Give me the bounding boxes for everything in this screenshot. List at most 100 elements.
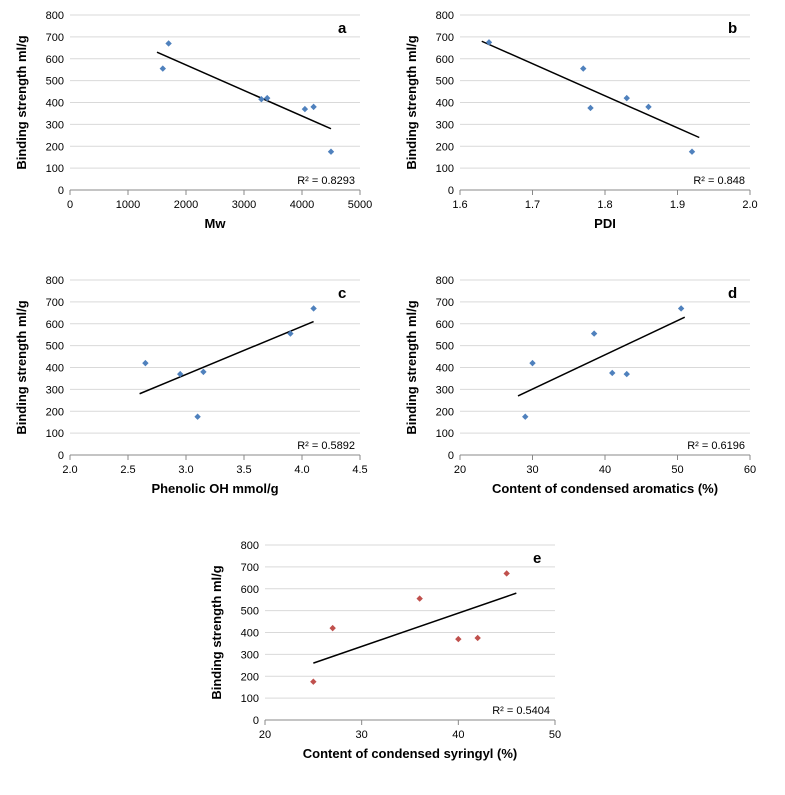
svg-text:600: 600 [46,319,64,331]
svg-text:500: 500 [436,341,454,353]
svg-text:400: 400 [436,98,454,110]
data-point [329,625,335,631]
svg-text:800: 800 [46,10,64,22]
data-point [142,360,148,366]
svg-text:100: 100 [241,693,259,705]
data-point [678,305,684,311]
r2-label: R² = 0.5404 [492,705,550,717]
svg-text:300: 300 [241,649,259,661]
svg-text:100: 100 [436,163,454,175]
svg-text:700: 700 [436,297,454,309]
y-axis-label: Binding strength ml/g [404,300,419,434]
y-axis-label: Binding strength ml/g [404,35,419,169]
panel-label: a [338,20,347,37]
svg-text:700: 700 [46,297,64,309]
svg-text:200: 200 [46,406,64,418]
svg-text:700: 700 [46,32,64,44]
svg-text:800: 800 [46,275,64,287]
x-axis-label: Content of condensed aromatics (%) [492,481,718,496]
data-point [486,39,492,45]
svg-text:300: 300 [436,384,454,396]
trendline [518,317,685,396]
svg-text:300: 300 [436,119,454,131]
data-point [200,369,206,375]
data-point [529,360,535,366]
chart-c: 01002003004005006007008002.02.53.03.54.0… [10,265,380,515]
svg-text:600: 600 [241,584,259,596]
svg-text:500: 500 [46,76,64,88]
r2-label: R² = 0.6196 [687,440,745,452]
data-point [645,104,651,110]
svg-text:400: 400 [241,628,259,640]
svg-text:2.0: 2.0 [62,464,77,476]
chart-b: 01002003004005006007008001.61.71.81.92.0… [400,0,770,250]
svg-text:400: 400 [436,363,454,375]
data-point [416,595,422,601]
data-point [160,65,166,71]
data-point [328,149,334,155]
svg-text:2000: 2000 [174,199,198,211]
svg-text:100: 100 [46,163,64,175]
svg-text:1.8: 1.8 [597,199,612,211]
x-axis-label: Phenolic OH mmol/g [151,481,278,496]
svg-text:600: 600 [436,319,454,331]
data-point [194,414,200,420]
svg-text:500: 500 [241,606,259,618]
svg-text:1.7: 1.7 [525,199,540,211]
panel-label: c [338,285,346,302]
svg-text:300: 300 [46,119,64,131]
panel-label: d [728,285,737,302]
svg-text:200: 200 [436,141,454,153]
svg-text:30: 30 [356,729,368,741]
svg-text:4000: 4000 [290,199,314,211]
svg-text:20: 20 [454,464,466,476]
svg-text:0: 0 [448,185,454,197]
svg-text:0: 0 [58,450,64,462]
svg-text:100: 100 [46,428,64,440]
svg-text:600: 600 [46,54,64,66]
svg-text:0: 0 [67,199,73,211]
data-point [165,40,171,46]
svg-text:400: 400 [46,363,64,375]
trendline [482,41,700,137]
svg-text:200: 200 [46,141,64,153]
svg-text:800: 800 [436,275,454,287]
data-point [580,65,586,71]
svg-text:60: 60 [744,464,756,476]
panel-label: e [533,550,541,567]
svg-text:50: 50 [549,729,561,741]
svg-text:800: 800 [241,540,259,552]
trendline [157,52,331,129]
y-axis-label: Binding strength ml/g [14,35,29,169]
svg-text:1.6: 1.6 [452,199,467,211]
data-point [474,635,480,641]
x-axis-label: Mw [205,216,227,231]
trendline [313,593,516,663]
svg-text:1.9: 1.9 [670,199,685,211]
svg-text:50: 50 [671,464,683,476]
r2-label: R² = 0.8293 [297,175,355,187]
svg-text:500: 500 [46,341,64,353]
data-point [587,105,593,111]
data-point [310,679,316,685]
svg-text:700: 700 [436,32,454,44]
svg-text:3.0: 3.0 [178,464,193,476]
r2-label: R² = 0.5892 [297,440,355,452]
svg-text:4.5: 4.5 [352,464,367,476]
y-axis-label: Binding strength ml/g [14,300,29,434]
x-axis-label: Content of condensed syringyl (%) [303,746,518,761]
svg-text:600: 600 [436,54,454,66]
svg-text:200: 200 [436,406,454,418]
svg-text:0: 0 [448,450,454,462]
y-axis-label: Binding strength ml/g [209,565,224,699]
data-point [689,149,695,155]
chart-e: 010020030040050060070080020304050eR² = 0… [205,530,575,780]
data-point [310,305,316,311]
svg-text:1000: 1000 [116,199,140,211]
svg-text:2.5: 2.5 [120,464,135,476]
svg-text:700: 700 [241,562,259,574]
svg-text:0: 0 [58,185,64,197]
svg-text:5000: 5000 [348,199,372,211]
x-axis-label: PDI [594,216,616,231]
data-point [609,370,615,376]
